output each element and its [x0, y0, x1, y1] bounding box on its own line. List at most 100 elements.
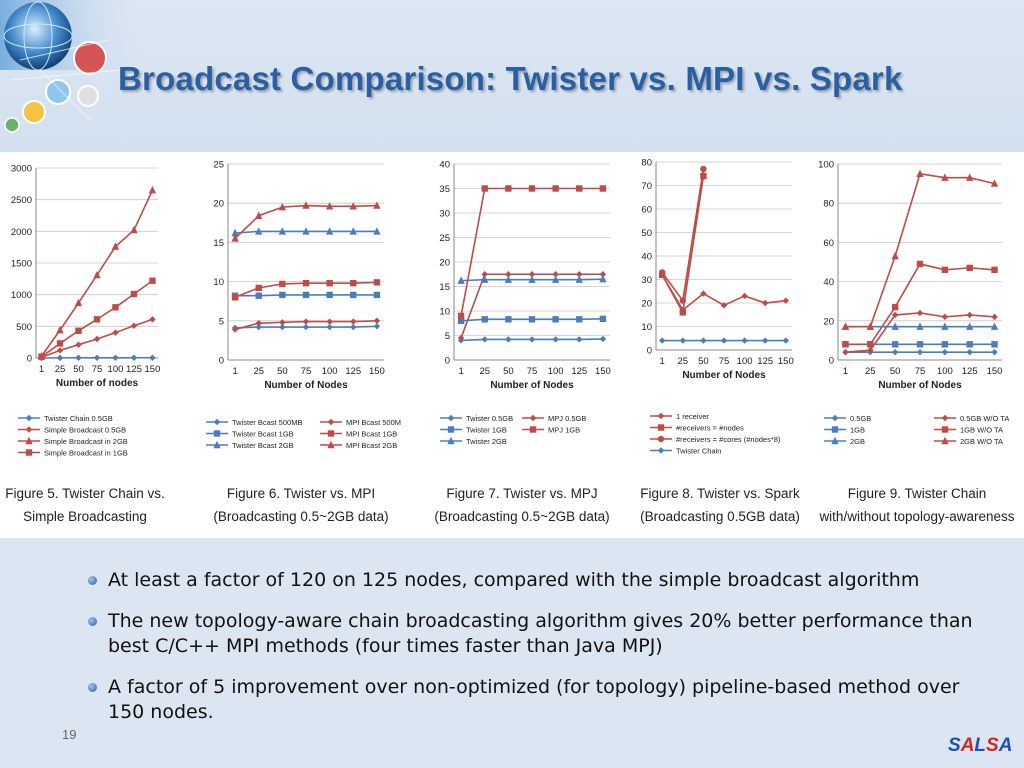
square-marker: [56, 340, 64, 347]
triangle-marker: [990, 322, 999, 330]
diamond-marker: [658, 337, 666, 344]
series-twister-chain: [658, 337, 790, 344]
square-marker: [991, 266, 998, 274]
triangle-marker: [25, 436, 33, 445]
legend-label: 1GB W/O TA: [960, 426, 1003, 435]
square-marker: [149, 277, 156, 284]
diamond-marker: [75, 354, 82, 362]
square-marker: [916, 341, 924, 348]
diamond-marker: [302, 323, 310, 331]
diamond-marker: [700, 337, 707, 344]
square-marker: [302, 279, 310, 287]
triangle-marker: [325, 202, 334, 210]
series-mpi-bcast-2gb: [231, 201, 381, 242]
triangle-marker: [93, 270, 101, 279]
y-tick-label: 5: [219, 316, 224, 327]
series-twister-2gb: [457, 274, 607, 284]
legend-item: Twister Bcast 2GB: [206, 440, 294, 450]
triangle-marker: [278, 202, 287, 211]
triangle-marker: [349, 227, 357, 235]
diamond-marker: [327, 418, 335, 426]
triangle-marker: [373, 201, 381, 209]
diamond-marker: [326, 318, 333, 325]
x-tick-label: 1: [39, 364, 44, 375]
y-tick-label: 0: [647, 346, 652, 357]
legend-item: 1GB: [824, 426, 865, 435]
x-tick-label: 125: [345, 366, 361, 377]
x-tick-label: 100: [322, 366, 338, 377]
diamond-marker: [93, 335, 101, 343]
diamond-marker: [279, 319, 286, 326]
triangle-marker: [231, 228, 239, 237]
x-tick-label: 125: [571, 366, 587, 377]
y-tick-label: 50: [641, 228, 652, 239]
legend-item: MPI Bcast 2GB: [320, 440, 397, 450]
diamond-marker: [599, 335, 607, 343]
legend-label: MPJ 1GB: [548, 426, 580, 435]
series-simple-broadcast-0-5gb: [38, 316, 156, 361]
triangle-marker: [916, 322, 924, 330]
legend-item: Twister Bcast 500MB: [206, 418, 302, 427]
series-mpj-1gb: [457, 185, 607, 320]
triangle-marker: [373, 227, 381, 235]
caption-line: Figure 8. Twister vs. Spark: [640, 486, 800, 501]
triangle-marker: [941, 436, 949, 445]
legend: Twister 0.5GB MPJ 0.5GB Twister 1GB MPJ 1GB…: [440, 414, 586, 446]
triangle-marker: [965, 322, 974, 330]
legend-item: MPI Bcast 1GB: [320, 430, 397, 439]
square-marker: [373, 291, 381, 299]
diamond-marker: [741, 337, 748, 344]
square-marker: [75, 327, 82, 334]
x-tick-label: 100: [937, 366, 953, 377]
brand-letter: L: [974, 735, 987, 756]
triangle-marker: [74, 298, 83, 307]
y-tick-label: 20: [439, 258, 450, 269]
series-1gb-w-o-ta: [842, 260, 998, 348]
square-marker: [505, 316, 512, 323]
legend-label: 2GB: [850, 437, 865, 446]
x-tick-label: 125: [126, 364, 142, 375]
x-tick-label: 25: [55, 364, 66, 375]
triangle-marker: [916, 169, 924, 177]
x-axis-label: Number of Nodes: [264, 380, 348, 391]
triangle-marker: [990, 179, 999, 187]
x-tick-label: 1: [458, 366, 463, 377]
caption-line: with/without topology-awareness: [819, 509, 1015, 524]
triangle-marker: [965, 173, 974, 181]
caption-line: Figure 6. Twister vs. MPI: [226, 486, 376, 501]
x-tick-label: 25: [677, 356, 688, 367]
circle-marker: [679, 297, 686, 304]
diamond-marker: [373, 317, 381, 324]
bullet-item: At least a factor of 120 on 125 nodes, c…: [88, 568, 988, 593]
diamond-marker: [93, 354, 101, 362]
diamond-marker: [373, 323, 381, 330]
y-tick-label: 1000: [11, 290, 32, 301]
square-marker: [457, 312, 465, 320]
series-twister-1gb: [457, 315, 607, 324]
triangle-marker: [891, 251, 899, 260]
diamond-marker: [56, 354, 64, 362]
legend-label: Twister 2GB: [466, 437, 507, 446]
legend: 1 receiver #receivers = #nodes #receivers …: [650, 412, 781, 456]
square-marker: [255, 284, 262, 292]
triangle-marker: [866, 322, 875, 330]
square-marker: [941, 341, 949, 348]
x-tick-label: 50: [277, 366, 288, 377]
square-marker: [481, 316, 488, 323]
legend-label: MPI Bcast 1GB: [346, 430, 397, 439]
legend-item: Simple Broadcast 0.5GB: [18, 426, 126, 435]
x-tick-label: 125: [757, 356, 773, 367]
diamond-marker: [25, 414, 33, 422]
diamond-marker: [505, 336, 512, 343]
square-marker: [842, 341, 849, 348]
triangle-marker: [447, 436, 455, 445]
square-marker: [38, 353, 45, 360]
y-tick-label: 2500: [11, 195, 32, 206]
triangle-marker: [551, 275, 560, 283]
x-tick-label: 100: [108, 364, 124, 375]
x-tick-label: 25: [865, 366, 876, 377]
diamond-marker: [941, 313, 949, 321]
blue-orb-bullet-icon: [88, 617, 97, 626]
legend-item: 1 receiver: [650, 412, 709, 421]
